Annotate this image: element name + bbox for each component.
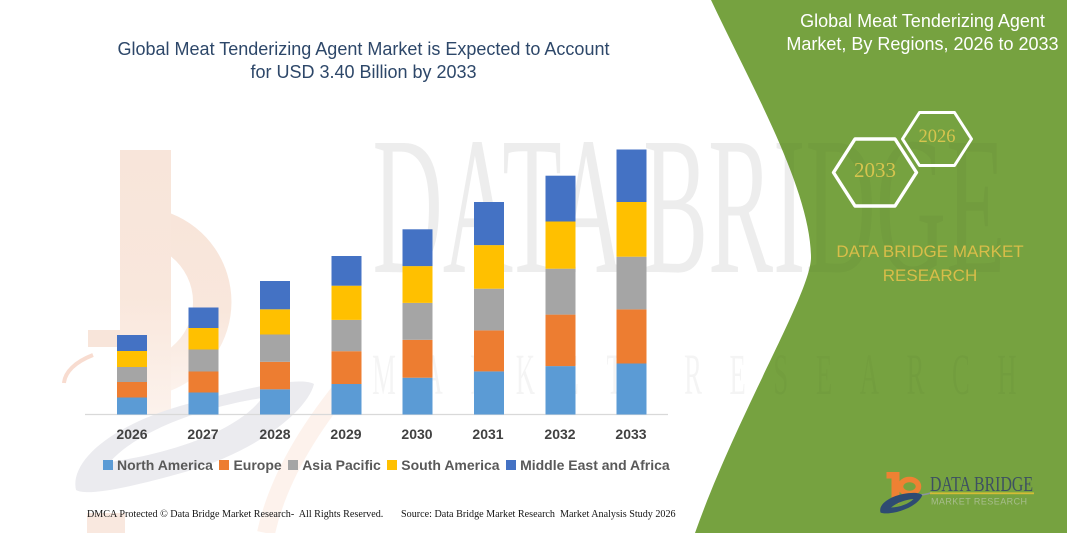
svg-text:MARKET RESEARCH: MARKET RESEARCH <box>931 497 1030 507</box>
svg-text:DATA BRIDGE: DATA BRIDGE <box>930 472 1033 496</box>
